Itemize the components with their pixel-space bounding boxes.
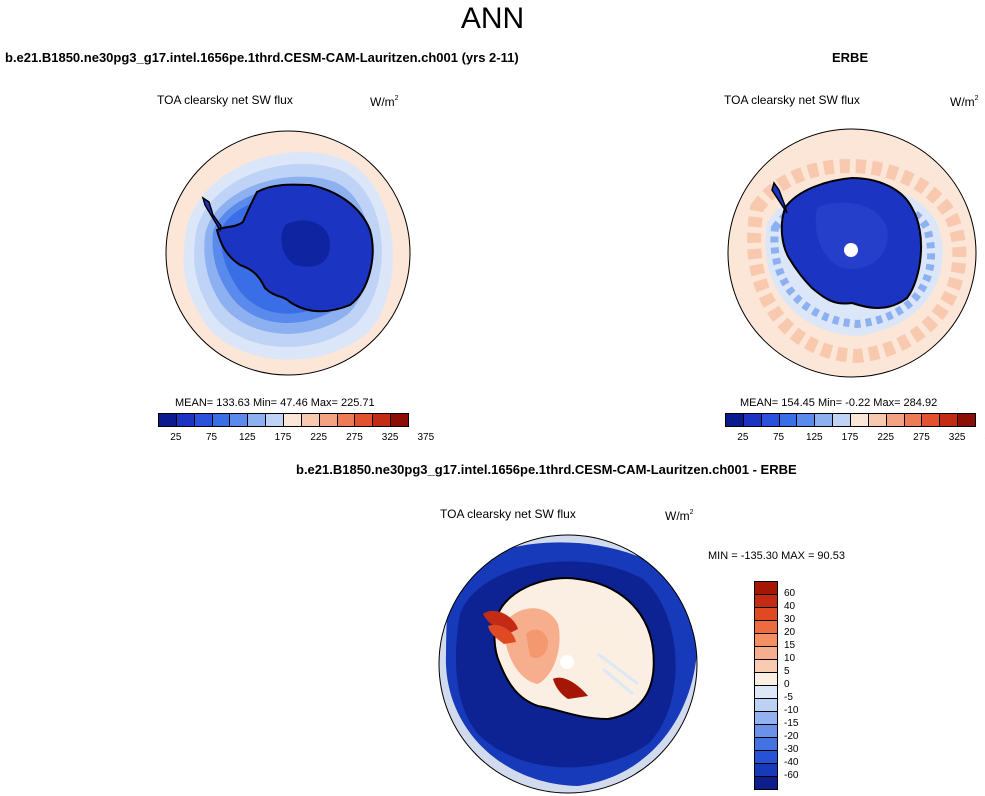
colorbar-label: 225 — [877, 432, 895, 443]
colorbar-swatch — [754, 620, 778, 634]
colorbar-swatch — [814, 413, 834, 427]
colorbar-swatch — [283, 413, 302, 427]
colorbar-swatch — [867, 413, 887, 427]
colorbar-label: 125 — [238, 432, 256, 443]
colorbar-swatch — [754, 672, 778, 686]
left-polar-map — [165, 130, 411, 376]
colorbar-swatch — [778, 413, 798, 427]
colorbar-label: -5 — [784, 692, 793, 703]
colorbar-label: -60 — [784, 770, 799, 781]
colorbar-label: -40 — [784, 757, 799, 768]
main-title: ANN — [460, 2, 525, 35]
colorbar-label: 20 — [784, 627, 796, 638]
colorbar-label: 175 — [841, 432, 859, 443]
colorbar-label: 40 — [784, 601, 796, 612]
colorbar-swatch — [754, 698, 778, 712]
right-stats: MEAN= 154.45 Min= -0.22 Max= 284.92 — [740, 397, 938, 409]
colorbar-swatch — [372, 413, 392, 427]
colorbar-swatch — [850, 413, 869, 427]
colorbar-swatch — [754, 750, 778, 764]
colorbar-swatch — [921, 413, 941, 427]
colorbar-label: 15 — [784, 640, 796, 651]
diff-units: W/m2 — [665, 509, 694, 523]
colorbar-swatch — [300, 413, 320, 427]
right-field-title: TOA clearsky net SW flux — [724, 93, 860, 107]
colorbar-label: 375 — [417, 432, 435, 443]
colorbar-swatch — [193, 413, 213, 427]
colorbar-swatch — [158, 413, 177, 427]
right-polar-map — [727, 128, 977, 378]
colorbar-swatch — [754, 776, 778, 790]
colorbar-swatch — [742, 413, 762, 427]
colorbar-swatch — [754, 763, 778, 777]
colorbar-swatch — [754, 737, 778, 751]
diff-case-title: b.e21.B1850.ne30pg3_g17.intel.1656pe.1th… — [296, 462, 797, 477]
colorbar-label: 175 — [274, 432, 292, 443]
colorbar-swatch — [211, 413, 231, 427]
diff-colorbar-labels: 60 40 30 20 15 10 5 0 -5 -10 -15 -20 -30 -40 -60 — [784, 581, 824, 789]
colorbar-swatch — [754, 659, 778, 673]
colorbar-label: -10 — [784, 705, 799, 716]
colorbar-swatch — [175, 413, 195, 427]
colorbar-swatch — [265, 413, 284, 427]
colorbar-swatch — [903, 413, 923, 427]
colorbar-label: -30 — [784, 744, 799, 755]
right-case-title: ERBE — [832, 50, 869, 65]
colorbar-label: 75 — [773, 432, 785, 443]
colorbar-label: 325 — [948, 432, 966, 443]
colorbar-label: 125 — [805, 432, 823, 443]
colorbar-label: -20 — [784, 731, 799, 742]
diff-field-title: TOA clearsky net SW flux — [440, 507, 576, 521]
colorbar-label: -15 — [784, 718, 799, 729]
colorbar-swatch — [939, 413, 959, 427]
colorbar-label: 275 — [346, 432, 363, 443]
colorbar-swatch — [229, 413, 249, 427]
left-field-title: TOA clearsky net SW flux — [157, 93, 293, 107]
colorbar-label: 10 — [784, 653, 796, 664]
colorbar-label: 275 — [913, 432, 930, 443]
colorbar-swatch — [754, 711, 778, 725]
colorbar-label: 75 — [206, 432, 218, 443]
colorbar-label: 5 — [784, 666, 790, 677]
colorbar-swatch — [796, 413, 816, 427]
colorbar-swatch — [336, 413, 356, 427]
left-stats: MEAN= 133.63 Min= 47.46 Max= 225.71 — [175, 397, 375, 409]
colorbar-label: 0 — [784, 679, 790, 690]
colorbar-label: 25 — [737, 432, 749, 443]
colorbar-swatch — [754, 646, 778, 660]
colorbar-swatch — [754, 607, 778, 621]
right-units: W/m2 — [950, 95, 979, 109]
diff-colorbar — [754, 581, 778, 790]
left-colorbar — [158, 413, 409, 427]
colorbar-swatch — [957, 413, 976, 427]
colorbar-swatch — [832, 413, 851, 427]
colorbar-label: 25 — [170, 432, 182, 443]
colorbar-swatch — [885, 413, 905, 427]
colorbar-swatch — [247, 413, 267, 427]
left-case-title: b.e21.B1850.ne30pg3_g17.intel.1656pe.1th… — [5, 50, 519, 65]
colorbar-label: 30 — [784, 614, 796, 625]
left-colorbar-labels: 25 75 125 175 225 275 325 375 — [158, 432, 434, 444]
colorbar-label: 60 — [784, 588, 796, 599]
colorbar-swatch — [390, 413, 409, 427]
colorbar-swatch — [754, 724, 778, 738]
colorbar-swatch — [754, 581, 778, 595]
left-units: W/m2 — [370, 95, 399, 109]
colorbar-swatch — [760, 413, 780, 427]
colorbar-label: 225 — [310, 432, 328, 443]
colorbar-swatch — [725, 413, 744, 427]
colorbar-swatch — [754, 633, 778, 647]
colorbar-label: 325 — [381, 432, 399, 443]
right-colorbar — [725, 413, 976, 427]
diff-polar-map — [438, 534, 698, 794]
colorbar-swatch — [318, 413, 338, 427]
colorbar-swatch — [754, 685, 778, 699]
diff-minmax: MIN = -135.30 MAX = 90.53 — [708, 550, 845, 562]
colorbar-swatch — [354, 413, 374, 427]
colorbar-swatch — [754, 594, 778, 608]
